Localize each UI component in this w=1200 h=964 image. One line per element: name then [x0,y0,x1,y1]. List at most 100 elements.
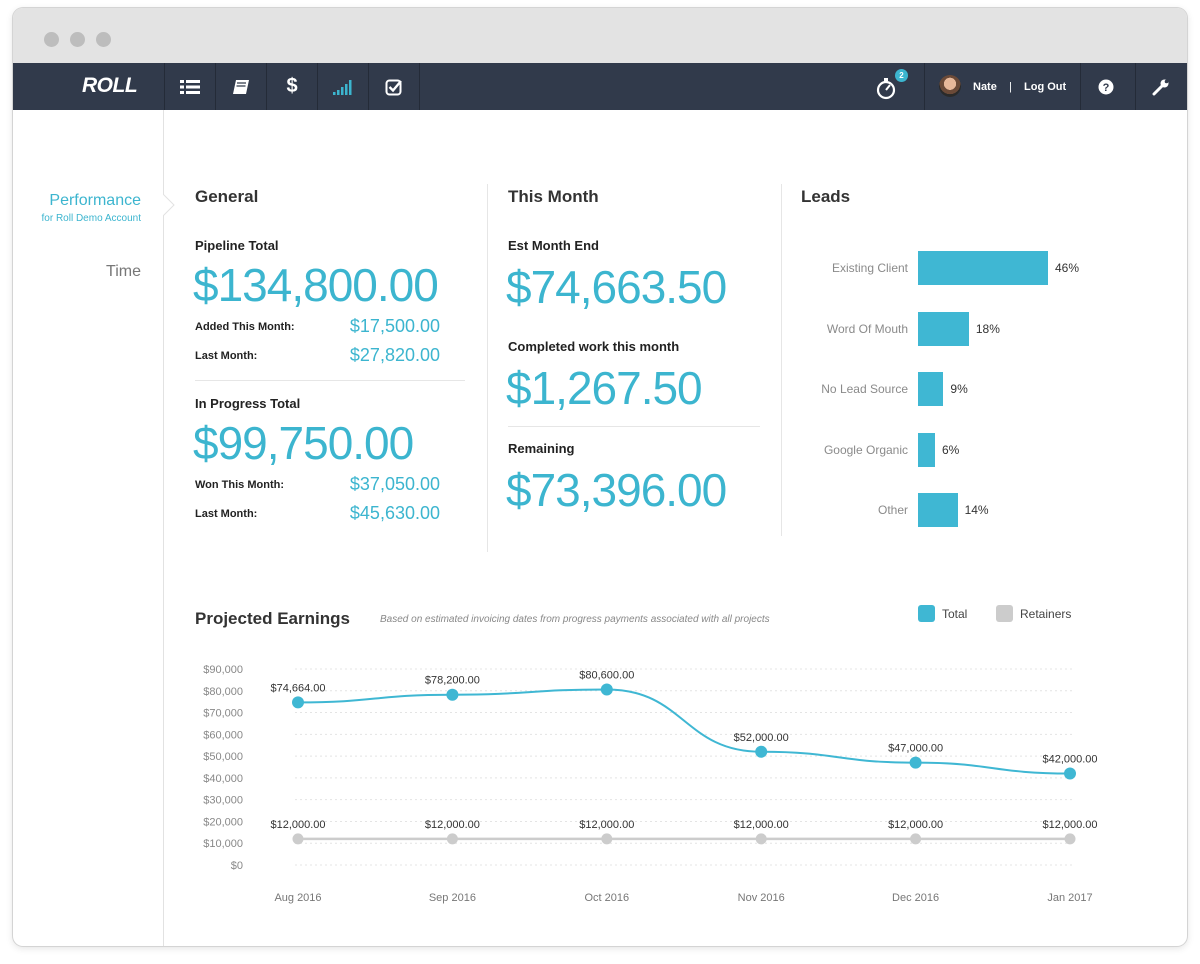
data-label: $52,000.00 [734,732,789,744]
lead-bar[interactable] [918,251,1048,285]
stopwatch-icon[interactable] [875,75,903,101]
lead-percent: 9% [950,382,968,396]
data-point [446,833,458,845]
lead-bar[interactable] [918,311,969,346]
lead-bar[interactable] [918,432,935,467]
y-tick-label: $50,000 [203,751,243,763]
data-label: $12,000.00 [579,819,634,831]
lead-label: Other [877,503,908,517]
y-tick-label: $20,000 [203,816,243,828]
lead-label: Existing Client [831,261,908,275]
lead-bar[interactable] [918,372,944,406]
projected-earnings-subtitle: Based on estimated invoicing dates from … [380,614,770,625]
window-maximize-dot[interactable] [96,32,111,47]
y-tick-label: $90,000 [203,664,243,676]
nav-book-button[interactable] [215,63,266,110]
data-point [910,833,922,845]
nav-tasks-button[interactable] [368,63,419,110]
y-tick-label: $10,000 [203,838,243,850]
data-point [600,683,613,696]
added-label: Added This Month: [195,321,295,333]
book-icon [233,79,249,94]
data-label: $12,000.00 [1042,819,1097,831]
projected-earnings-chart: $90,000 $80,000 $70,000 $60,000 $50,000 $40,0… [203,664,1097,904]
pipeline-label: Pipeline Total [195,238,279,253]
svg-text:?: ? [1103,82,1110,94]
completed-value: $1,267.50 [506,362,703,414]
data-point [1064,833,1076,845]
nav-separator [419,63,420,110]
x-tick-label: Dec 2016 [892,892,939,904]
last-month-value: $45,630.00 [349,503,440,523]
y-tick-label: $60,000 [203,729,243,741]
timer-badge: 2 [895,69,908,82]
wrench-icon [1152,79,1169,95]
data-label: $12,000.00 [888,819,943,831]
general-title: General [195,187,259,206]
nav-reports-button[interactable] [317,63,368,110]
data-point [1064,767,1076,780]
top-navbar: ROLL $ [13,63,1187,110]
data-point [909,756,922,769]
lead-percent: 14% [964,503,989,517]
lead-label: No Lead Source [821,382,908,396]
settings-button[interactable] [1135,63,1186,110]
series-line-total [297,688,1071,775]
dollar-icon: $ [286,75,298,97]
x-tick-label: Sep 2016 [429,892,476,904]
nav-dollar-button[interactable]: $ [266,63,317,110]
leads-title: Leads [801,187,851,206]
y-tick-label: $30,000 [203,795,243,807]
last-month-label: Last Month: [195,508,258,520]
legend-label-total[interactable]: Total [942,607,968,621]
pipeline-total: $134,800.00 [193,259,439,311]
data-point [292,696,304,709]
divider [508,426,760,427]
signal-bars-icon [333,79,352,95]
avatar[interactable] [939,75,961,97]
remaining-label: Remaining [508,441,575,456]
column-divider [487,184,488,552]
window-minimize-dot[interactable] [70,32,85,47]
data-label: $12,000.00 [425,819,480,831]
last-month-label: Last Month: [195,350,258,362]
lead-percent: 6% [941,442,960,457]
lead-label: Google Organic [823,442,908,457]
data-label: $42,000.00 [1042,754,1097,766]
list-icon [180,79,200,94]
y-tick-label: $40,000 [203,773,243,785]
legend-swatch-retainers[interactable] [996,605,1013,622]
data-point [601,833,613,845]
data-point [755,833,767,845]
sidebar-item-time[interactable]: Time [106,263,141,280]
user-name[interactable]: Nate [973,81,997,93]
y-tick-label: $80,000 [203,686,243,698]
window-close-dot[interactable] [44,32,59,47]
won-label: Won This Month: [195,479,284,491]
sidebar-divider [163,110,164,946]
data-point [446,688,459,701]
legend-swatch-total[interactable] [918,605,935,622]
data-point [292,833,304,845]
y-tick-label: $70,000 [203,708,243,720]
nav-list-button[interactable] [164,63,215,110]
sidebar-item-subtitle: for Roll Demo Account [41,213,142,224]
y-tick-label: $0 [231,860,243,872]
last-month-value: $27,820.00 [349,345,440,365]
app-logo[interactable]: ROLL [82,74,138,97]
remaining-value: $73,396.00 [506,464,727,516]
help-icon: ? [1098,79,1114,94]
checkbox-icon [385,79,402,95]
completed-label: Completed work this month [508,339,680,354]
projected-earnings-title: Projected Earnings [195,609,350,628]
added-value: $17,500.00 [349,316,440,336]
help-button[interactable]: ? [1080,63,1131,110]
lead-bar[interactable] [918,493,958,527]
sidebar-item-performance[interactable]: Performance [49,192,141,209]
lead-percent: 18% [975,321,1000,336]
logout-link[interactable]: Log Out [1024,81,1067,93]
data-label: $47,000.00 [888,743,943,755]
est-month-end-value: $74,663.50 [506,261,727,313]
browser-window: ROLL $ [13,8,1187,946]
legend-label-retainers[interactable]: Retainers [1020,607,1072,621]
